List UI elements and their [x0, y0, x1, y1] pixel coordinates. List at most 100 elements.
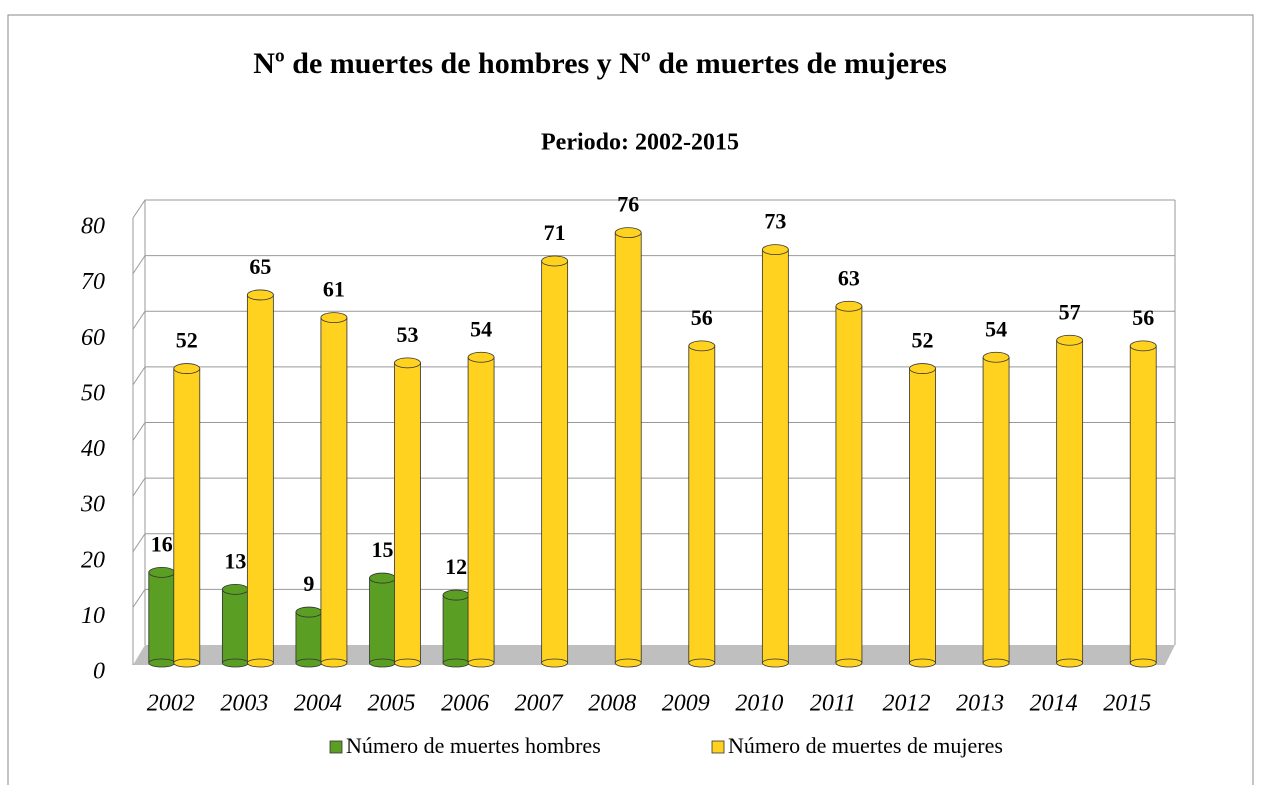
bar: [541, 260, 569, 664]
bar-base: [467, 658, 495, 668]
bar-top: [688, 340, 716, 352]
x-tick-label: 2012: [883, 691, 931, 717]
bar: [320, 317, 348, 664]
x-tick-label: 2002: [147, 691, 195, 717]
x-tick-label: 2013: [956, 691, 1004, 717]
bar: [761, 249, 789, 664]
bar: [688, 345, 716, 664]
bar-base: [614, 658, 642, 668]
bar-base: [442, 658, 470, 668]
bar-top: [369, 572, 396, 584]
bar-top: [221, 583, 249, 595]
x-tick-label: 2003: [220, 691, 268, 717]
x-tick-label: 2009: [662, 691, 710, 717]
bar-base: [909, 658, 936, 668]
bar-base: [761, 658, 789, 668]
value-label: 71: [544, 220, 566, 245]
y-tick-label: 60: [81, 325, 105, 351]
bar-base: [835, 658, 863, 668]
bar-top: [320, 312, 348, 323]
x-tick-label: 2007: [515, 691, 564, 717]
bar: [394, 362, 421, 664]
floor: [133, 645, 1175, 665]
bar-top: [982, 351, 1010, 363]
x-tick-label: 2004: [294, 691, 342, 717]
bar: [982, 356, 1010, 664]
y-tick-label: 40: [81, 436, 105, 462]
bar-base: [369, 658, 396, 668]
value-label: 76: [617, 192, 639, 217]
value-label: 9: [303, 571, 314, 596]
bar: [835, 305, 863, 664]
bar-base: [221, 658, 249, 668]
bar-base: [541, 658, 569, 668]
bar: [442, 594, 470, 664]
value-label: 52: [176, 328, 198, 353]
legend-label: Número de muertes de mujeres: [728, 733, 1003, 758]
bar-base: [148, 658, 176, 668]
chart-border: [7, 14, 1254, 785]
bar-base: [295, 658, 323, 668]
bar: [221, 588, 249, 664]
y-tick-label: 80: [81, 214, 105, 240]
bar-top: [541, 255, 569, 267]
grid-line: [132, 199, 1175, 219]
grid-line: [132, 255, 1175, 274]
bar-base: [394, 658, 421, 668]
bar-base: [1056, 658, 1084, 668]
bar-top: [909, 363, 936, 374]
bar-top: [394, 357, 421, 369]
bar-top: [295, 606, 323, 618]
value-label: 57: [1059, 299, 1081, 324]
y-tick-label: 10: [81, 603, 105, 629]
bar-base: [688, 658, 716, 668]
bar-top: [835, 300, 863, 312]
bar-base: [173, 658, 201, 668]
bar: [1129, 345, 1157, 664]
bar: [173, 368, 201, 664]
bar-top: [173, 363, 201, 374]
grid-line: [132, 588, 1175, 608]
value-label: 54: [985, 316, 1007, 341]
bar-top: [246, 289, 274, 301]
bar: [467, 356, 495, 664]
legend-label: Número de muertes hombres: [346, 733, 601, 758]
x-tick-label: 2014: [1030, 691, 1078, 717]
value-label: 13: [224, 548, 246, 573]
bar: [369, 577, 396, 664]
bar: [909, 368, 936, 664]
y-tick-label: 20: [81, 547, 105, 573]
bar-top: [442, 589, 470, 601]
x-tick-label: 2015: [1103, 691, 1151, 717]
chart-subtitle: Periodo: 2002-2015: [541, 130, 739, 156]
y-tick-label: 50: [81, 380, 105, 406]
value-label: 52: [912, 328, 934, 353]
value-label: 54: [470, 316, 492, 341]
grid-line: [132, 366, 1175, 386]
bar-base: [1129, 658, 1157, 668]
frame: [133, 200, 1175, 665]
bar-top: [467, 351, 495, 363]
legend-swatch: [329, 740, 343, 754]
y-tick-label: 70: [81, 269, 105, 295]
x-tick-label: 2011: [810, 691, 856, 717]
grid-line: [132, 477, 1175, 497]
grid-line: [132, 533, 1175, 553]
value-label: 63: [838, 265, 860, 290]
bar-top: [614, 227, 642, 239]
x-tick-label: 2008: [588, 691, 636, 717]
value-label: 61: [323, 277, 345, 302]
grid-line: [132, 422, 1175, 441]
legend-swatch: [711, 740, 725, 754]
value-label: 56: [1132, 305, 1154, 330]
x-tick-label: 2005: [368, 691, 416, 717]
bar-base: [320, 658, 348, 668]
grid-line: [132, 310, 1175, 330]
bar: [148, 572, 176, 664]
value-label: 15: [372, 537, 394, 562]
chart-title: Nº de muertes de hombres y Nº de muertes…: [253, 47, 947, 80]
value-label: 65: [249, 254, 271, 279]
bar-top: [148, 567, 176, 578]
bar-base: [246, 658, 274, 668]
